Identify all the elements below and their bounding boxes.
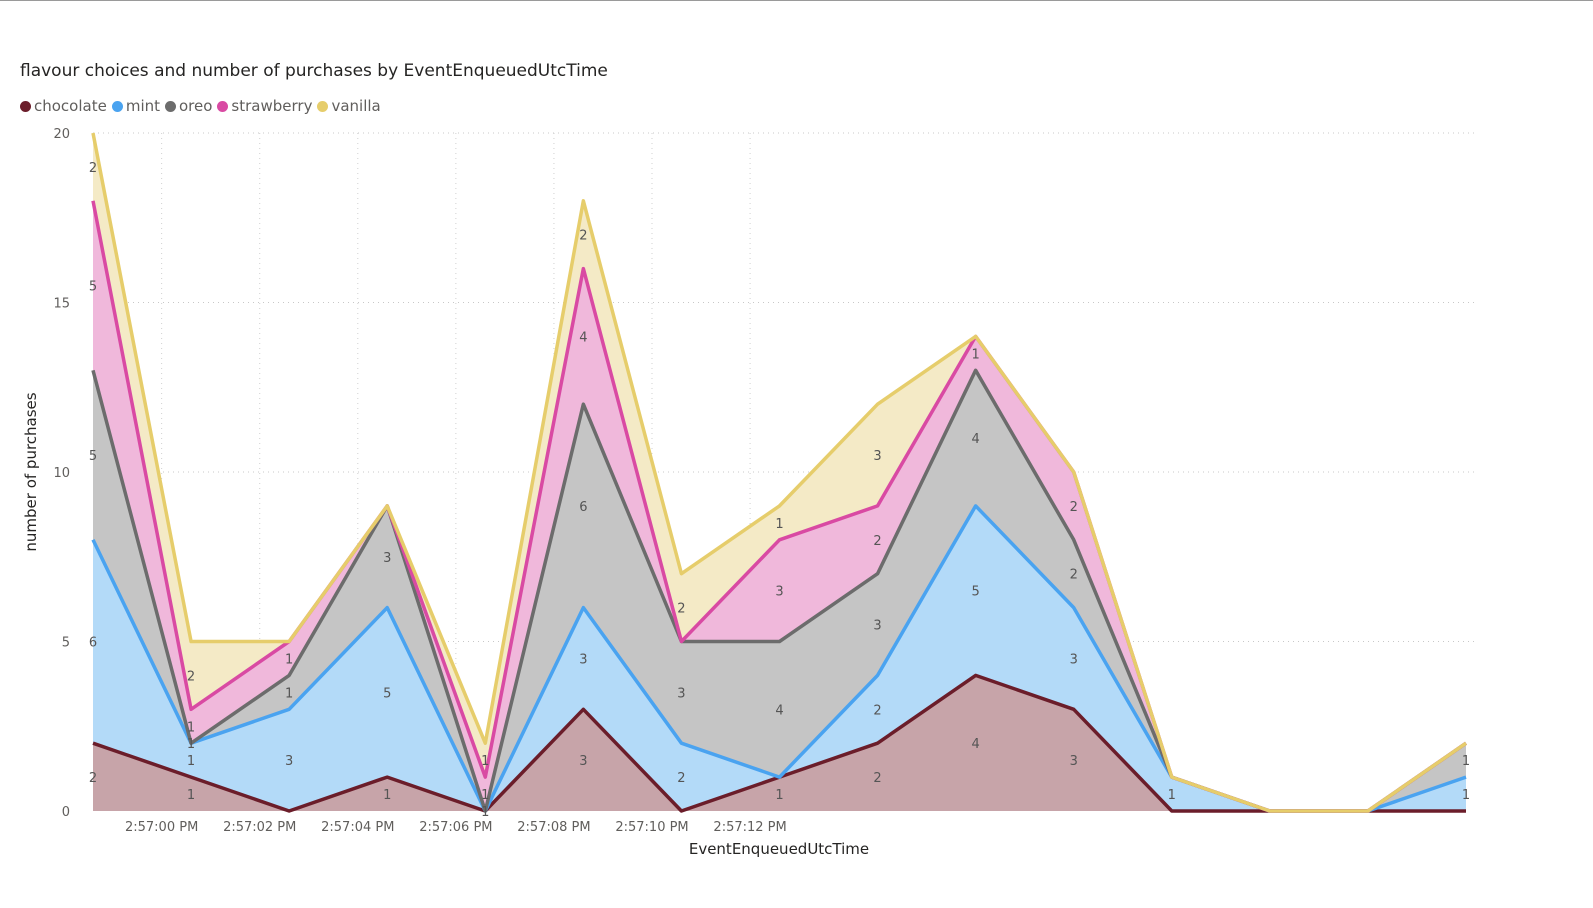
legend-item-chocolate[interactable]: chocolate bbox=[20, 97, 107, 115]
x-tick-label: 2:57:08 PM bbox=[517, 820, 590, 835]
data-label-mint: 2 bbox=[873, 703, 881, 718]
legend-marker-oreo bbox=[165, 100, 176, 112]
data-label-vanilla: 3 bbox=[873, 449, 881, 464]
data-label-oreo: 3 bbox=[677, 686, 685, 701]
data-label-chocolate: 2 bbox=[89, 771, 97, 786]
x-tick-label: 2:57:12 PM bbox=[713, 820, 786, 835]
data-label-chocolate: 1 bbox=[481, 805, 489, 820]
area-oreo bbox=[93, 370, 1466, 811]
data-label-strawberry: 1 bbox=[187, 720, 195, 735]
data-label-strawberry: 1 bbox=[285, 652, 293, 667]
data-label-oreo: 1 bbox=[285, 686, 293, 701]
legend-marker-mint bbox=[111, 100, 123, 112]
legend-label-mint: mint bbox=[125, 97, 160, 115]
data-label-oreo: 5 bbox=[89, 449, 97, 464]
data-label-strawberry: 5 bbox=[89, 280, 97, 295]
legend: chocolate mint oreo strawberry vanilla bbox=[20, 97, 386, 115]
data-label-chocolate: 3 bbox=[1070, 754, 1078, 769]
y-tick-label: 15 bbox=[53, 297, 70, 312]
area-chocolate bbox=[93, 675, 1466, 811]
line-vanilla bbox=[91, 132, 1467, 813]
data-label-oreo: 4 bbox=[972, 432, 980, 447]
y-tick-label: 10 bbox=[53, 466, 70, 481]
data-label-oreo: 4 bbox=[775, 703, 783, 718]
data-label-strawberry: 1 bbox=[481, 788, 489, 803]
data-label-mint: 3 bbox=[1070, 652, 1078, 667]
data-label-oreo: 1 bbox=[187, 737, 195, 752]
top-border bbox=[0, 0, 1593, 1]
legend-item-strawberry[interactable]: strawberry bbox=[217, 97, 312, 115]
x-tick-label: 2:57:04 PM bbox=[321, 820, 394, 835]
data-label-vanilla: 1 bbox=[775, 517, 783, 532]
data-label-mint: 2 bbox=[677, 771, 685, 786]
data-label-vanilla: 2 bbox=[187, 669, 195, 684]
chart-title: flavour choices and number of purchases … bbox=[20, 61, 608, 81]
legend-item-mint[interactable]: mint bbox=[111, 97, 160, 115]
x-tick-label: 2:57:10 PM bbox=[615, 820, 688, 835]
data-label-vanilla: 2 bbox=[579, 229, 587, 244]
data-label-chocolate: 3 bbox=[579, 754, 587, 769]
data-label-oreo: 6 bbox=[579, 500, 587, 515]
data-label-chocolate: 1 bbox=[775, 788, 783, 803]
legend-label-chocolate: chocolate bbox=[34, 97, 107, 115]
y-tick-label: 0 bbox=[62, 805, 70, 820]
data-label-strawberry: 2 bbox=[873, 534, 881, 549]
legend-marker-chocolate bbox=[20, 100, 31, 112]
data-label-strawberry: 4 bbox=[579, 330, 587, 345]
data-label-mint: 1 bbox=[1168, 788, 1176, 803]
data-label-oreo: 2 bbox=[1070, 568, 1078, 583]
data-label-mint: 3 bbox=[579, 652, 587, 667]
legend-item-vanilla[interactable]: vanilla bbox=[317, 97, 381, 115]
data-label-mint: 1 bbox=[1462, 788, 1470, 803]
data-label-mint: 6 bbox=[89, 636, 97, 651]
area-mint bbox=[93, 505, 1466, 811]
data-label-oreo: 3 bbox=[873, 619, 881, 634]
data-label-oreo: 1 bbox=[1462, 754, 1470, 769]
legend-marker-strawberry bbox=[217, 100, 229, 112]
legend-label-strawberry: strawberry bbox=[231, 97, 313, 115]
data-label-chocolate: 2 bbox=[873, 771, 881, 786]
x-tick-label: 2:57:00 PM bbox=[125, 820, 198, 835]
data-label-mint: 5 bbox=[972, 585, 980, 600]
x-axis-title: EventEnqueuedUtcTime bbox=[689, 840, 869, 858]
data-label-strawberry: 3 bbox=[775, 585, 783, 600]
x-tick-label: 2:57:06 PM bbox=[419, 820, 492, 835]
data-label-chocolate: 4 bbox=[972, 737, 980, 752]
data-label-vanilla: 1 bbox=[481, 754, 489, 769]
data-label-chocolate: 1 bbox=[383, 788, 391, 803]
data-label-strawberry: 1 bbox=[972, 347, 980, 362]
legend-item-oreo[interactable]: oreo bbox=[165, 97, 212, 115]
data-label-strawberry: 2 bbox=[1070, 500, 1078, 515]
data-label-chocolate: 1 bbox=[187, 788, 195, 803]
legend-label-oreo: oreo bbox=[179, 97, 213, 115]
data-label-oreo: 3 bbox=[383, 551, 391, 566]
data-label-vanilla: 2 bbox=[677, 602, 685, 617]
data-label-mint: 1 bbox=[187, 754, 195, 769]
y-axis-title: number of purchases bbox=[22, 392, 40, 551]
x-tick-label: 2:57:02 PM bbox=[223, 820, 296, 835]
data-label-vanilla: 2 bbox=[89, 161, 97, 176]
data-label-mint: 5 bbox=[383, 686, 391, 701]
y-tick-label: 20 bbox=[53, 127, 70, 142]
data-label-mint: 3 bbox=[285, 754, 293, 769]
legend-marker-vanilla bbox=[317, 100, 329, 112]
legend-label-vanilla: vanilla bbox=[331, 97, 381, 115]
y-tick-label: 5 bbox=[62, 636, 70, 651]
